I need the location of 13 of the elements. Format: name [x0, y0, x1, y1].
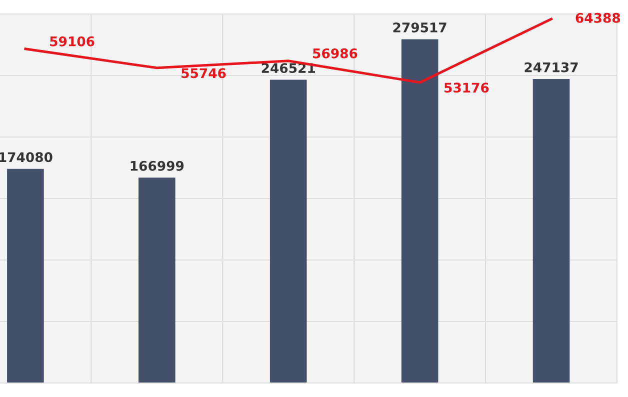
data-label: 166999 — [130, 160, 184, 171]
bar — [138, 178, 176, 383]
data-label: 53176 — [444, 82, 489, 93]
bar — [401, 39, 438, 383]
bar — [270, 80, 307, 383]
data-label: 279517 — [393, 22, 446, 32]
bar — [532, 79, 570, 383]
data-label: 64388 — [576, 12, 620, 23]
data-label: 247137 — [524, 62, 578, 72]
bar — [7, 168, 44, 383]
data-label: 56986 — [313, 48, 358, 58]
data-label: 55746 — [182, 68, 226, 78]
data-label: 59106 — [50, 36, 94, 46]
